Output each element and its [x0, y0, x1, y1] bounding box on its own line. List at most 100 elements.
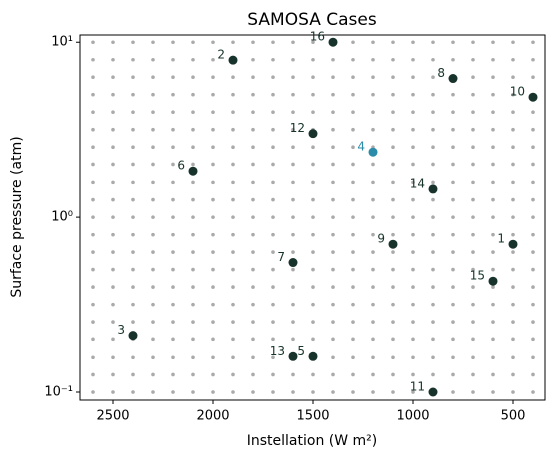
point — [368, 147, 378, 157]
grid-point — [251, 197, 255, 202]
grid-point — [271, 75, 275, 80]
grid-point — [471, 285, 475, 289]
grid-point — [331, 320, 335, 324]
grid-point — [371, 197, 375, 202]
grid-point — [131, 232, 135, 237]
grid-point — [291, 267, 295, 272]
grid-point — [91, 355, 95, 360]
grid-point — [231, 372, 235, 377]
grid-point — [511, 57, 515, 62]
grid-point — [471, 180, 475, 185]
grid-point — [371, 162, 375, 167]
x-axis-label: Instellation (W m²) — [247, 433, 378, 449]
grid-point — [331, 337, 335, 342]
grid-point — [171, 215, 175, 219]
grid-point — [171, 180, 175, 185]
grid-point — [211, 145, 215, 150]
grid-point — [351, 92, 355, 97]
grid-point — [131, 110, 135, 115]
grid-point — [171, 285, 175, 289]
grid-point — [511, 267, 515, 272]
grid-point — [331, 355, 335, 360]
grid-point — [311, 285, 315, 289]
grid-point — [111, 110, 115, 115]
grid-point — [451, 355, 455, 360]
grid-point — [331, 57, 335, 62]
grid-point — [351, 372, 355, 377]
grid-point — [311, 40, 315, 45]
grid-point — [151, 232, 155, 237]
grid-point — [471, 75, 475, 80]
grid-point — [451, 57, 455, 62]
grid-point — [471, 372, 475, 377]
point-label: 15 — [470, 269, 485, 283]
point — [308, 351, 318, 361]
grid-point — [291, 302, 295, 307]
grid-point — [251, 320, 255, 324]
grid-point — [471, 267, 475, 272]
grid-point — [151, 180, 155, 185]
grid-point — [151, 127, 155, 132]
grid-point — [211, 320, 215, 324]
grid-point — [191, 390, 195, 394]
grid-point — [431, 355, 435, 360]
point-label: 10 — [510, 85, 525, 99]
grid-point — [331, 180, 335, 185]
grid-point — [411, 390, 415, 394]
grid-point — [451, 127, 455, 132]
grid-point — [471, 92, 475, 97]
grid-point — [311, 92, 315, 97]
grid-point — [451, 320, 455, 324]
grid-point — [531, 267, 535, 272]
grid-point — [331, 162, 335, 167]
grid-point — [211, 285, 215, 289]
grid-point — [211, 180, 215, 185]
point — [428, 387, 438, 397]
grid-point — [191, 267, 195, 272]
grid-point — [91, 390, 95, 394]
point — [428, 184, 438, 194]
grid-point — [311, 232, 315, 237]
grid-point — [351, 320, 355, 324]
point-label: 1 — [497, 232, 505, 246]
grid-point — [451, 232, 455, 237]
grid-point — [411, 197, 415, 202]
grid-point — [231, 250, 235, 254]
grid-point — [271, 92, 275, 97]
grid-point — [391, 57, 395, 62]
grid-point — [331, 92, 335, 97]
grid-point — [491, 180, 495, 185]
grid-point — [271, 232, 275, 237]
grid-point — [251, 250, 255, 254]
grid-point — [131, 127, 135, 132]
grid-point — [111, 57, 115, 62]
grid-point — [531, 127, 535, 132]
grid-point — [371, 355, 375, 360]
grid-point — [231, 92, 235, 97]
grid-point — [111, 320, 115, 324]
grid-point — [491, 215, 495, 219]
grid-point — [491, 232, 495, 237]
grid-point — [391, 337, 395, 342]
grid-point — [251, 40, 255, 45]
grid-point — [471, 320, 475, 324]
x-tick-label: 2000 — [196, 409, 229, 424]
grid-point — [511, 285, 515, 289]
grid-point — [231, 197, 235, 202]
grid-point — [511, 75, 515, 80]
grid-point — [131, 145, 135, 150]
grid-point — [391, 372, 395, 377]
point — [228, 55, 238, 65]
grid-point — [271, 355, 275, 360]
grid-point — [451, 250, 455, 254]
grid-point — [431, 162, 435, 167]
grid-point — [491, 285, 495, 289]
grid-point — [331, 267, 335, 272]
grid-point — [211, 302, 215, 307]
grid-point — [251, 232, 255, 237]
grid-point — [271, 57, 275, 62]
grid-point — [311, 110, 315, 115]
grid-point — [371, 110, 375, 115]
point-label: 8 — [437, 66, 445, 80]
